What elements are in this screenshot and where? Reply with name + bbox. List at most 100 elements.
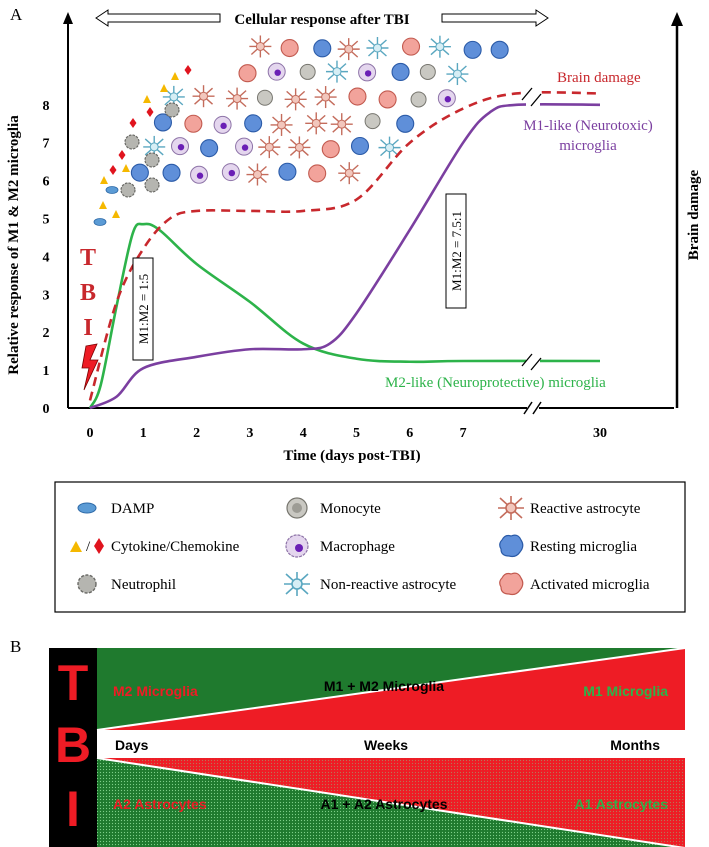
neu-marker-icon (124, 134, 140, 150)
chemokine-diamond-icon (94, 538, 104, 554)
nonreactive-cell-icon (366, 36, 389, 59)
reactive-cell-icon (337, 38, 360, 61)
neu-marker-icon (164, 102, 180, 118)
y-tick-8: 8 (43, 99, 50, 114)
legend-box (54, 481, 686, 613)
tbi-black-bar (49, 648, 97, 847)
resting-cell-icon (162, 163, 181, 182)
y-right-axis-arrow (671, 12, 683, 26)
nonreactive-cell-icon (428, 35, 451, 58)
y-tick-2: 2 (43, 326, 50, 341)
x-tick-2: 2 (193, 426, 200, 441)
panel-b-label: B (10, 637, 21, 656)
macrophage-cell-icon (190, 165, 209, 184)
monocyte-cell-icon (410, 91, 427, 108)
y-tick-labels: 0 1 2 3 4 5 6 7 8 (43, 99, 50, 417)
nonreactive-cell-icon (325, 60, 348, 83)
monocyte-cell-icon (299, 63, 316, 80)
panel-b-tbi-i: I (66, 781, 80, 837)
legend-macrophage: Macrophage (320, 539, 395, 555)
ratio-late: M1:M2 = 7.5:1 (449, 211, 464, 291)
dia-marker-icon (146, 107, 154, 117)
a1a2-astrocytes-label: A1 + A2 Astrocytes (321, 796, 448, 812)
x-tick-4: 4 (300, 426, 307, 441)
reactive-cell-icon (314, 86, 337, 109)
macrophage-cell-icon (267, 62, 286, 81)
resting-cell-icon (200, 139, 219, 158)
panel-b-tbi-b: B (55, 717, 91, 773)
legend-activated: Activated microglia (530, 577, 650, 593)
cytokine-slash: / (86, 539, 91, 555)
tbi-letter-t: T (80, 245, 96, 271)
dia-marker-icon (129, 118, 137, 128)
reactive-cell-icon (330, 113, 353, 136)
y-tick-7: 7 (43, 137, 50, 152)
x-tick-30: 30 (593, 426, 607, 441)
legend-damp: DAMP (111, 501, 154, 517)
x-axis-break (523, 400, 542, 416)
macrophage-cell-icon (213, 115, 232, 134)
tri-marker-icon (99, 201, 107, 209)
dia-marker-icon (184, 65, 192, 75)
neutrophil-icon (77, 574, 97, 594)
ratio-early: M1:M2 = 1:5 (136, 274, 151, 344)
y-tick-5: 5 (43, 213, 50, 228)
legend-reactive: Reactive astrocyte (530, 501, 641, 517)
tbi-letter-b: B (80, 280, 96, 306)
cytokine-triangle-icon (70, 541, 82, 552)
reactive-cell-icon (192, 85, 215, 108)
y-tick-0: 0 (43, 402, 50, 417)
x-tick-0: 0 (87, 426, 94, 441)
neu-marker-icon (120, 182, 136, 198)
ratio-late-box (445, 193, 467, 309)
nonreactive-astrocyte-icon (284, 572, 310, 596)
activated-cell-icon (308, 164, 327, 183)
reactive-cell-icon (270, 113, 293, 136)
macrophage-nucleus-icon (295, 544, 303, 552)
ratio-early-box (132, 257, 154, 361)
m1-label-line2: microglia (559, 138, 617, 154)
dia-marker-icon (109, 165, 117, 175)
x-tick-labels: 0 1 2 3 4 5 6 7 30 (87, 426, 608, 441)
y-tick-6: 6 (43, 175, 50, 190)
activated-cell-icon (348, 87, 367, 106)
legend-nonreactive: Non-reactive astrocyte (320, 577, 457, 593)
damp-icon (77, 502, 97, 514)
y-tick-3: 3 (43, 288, 50, 303)
tri-marker-icon (100, 176, 108, 184)
resting-cell-icon (278, 162, 297, 181)
macrophage-cell-icon (437, 89, 456, 108)
activated-cell-icon (280, 38, 299, 58)
cell-cluster-illustration (93, 35, 509, 226)
microglia-divider (96, 647, 686, 731)
panel-b-tbi-t: T (58, 655, 89, 711)
monocyte-cell-icon (364, 113, 381, 130)
y-right-axis-title: Brain damage (686, 169, 702, 260)
reactive-cell-icon (305, 112, 328, 135)
macrophage-cell-icon (235, 137, 254, 156)
nonreactive-cell-icon (162, 85, 185, 108)
series-breaks (521, 86, 542, 371)
dia-marker-icon (118, 150, 126, 160)
m1-label-line1: M1-like (Neurotoxic) (523, 118, 653, 134)
resting-cell-icon (396, 114, 415, 133)
neu-marker-icon (144, 177, 160, 193)
tbi-letter-i: I (83, 315, 92, 341)
legend-cytokine: Cytokine/Chemokine (111, 539, 240, 555)
tri-marker-icon (171, 72, 179, 80)
reactive-cell-icon (226, 87, 249, 110)
activated-cell-icon (238, 64, 257, 83)
resting-microglia-icon (499, 534, 524, 558)
m1-microglia-label: M1 Microglia (583, 683, 668, 699)
series-line-1 (89, 102, 601, 410)
a2-astrocytes-label: A2 Astrocytes (113, 796, 207, 812)
m2-microglia-label: M2 Microglia (113, 683, 198, 699)
x-tick-3: 3 (246, 426, 253, 441)
tri-marker-icon (143, 95, 151, 103)
activated-cell-icon (401, 37, 421, 56)
weeks-label: Weeks (364, 737, 408, 753)
series-lines (88, 91, 601, 410)
nonreactive-cell-icon (378, 136, 401, 159)
resting-cell-icon (130, 163, 149, 182)
